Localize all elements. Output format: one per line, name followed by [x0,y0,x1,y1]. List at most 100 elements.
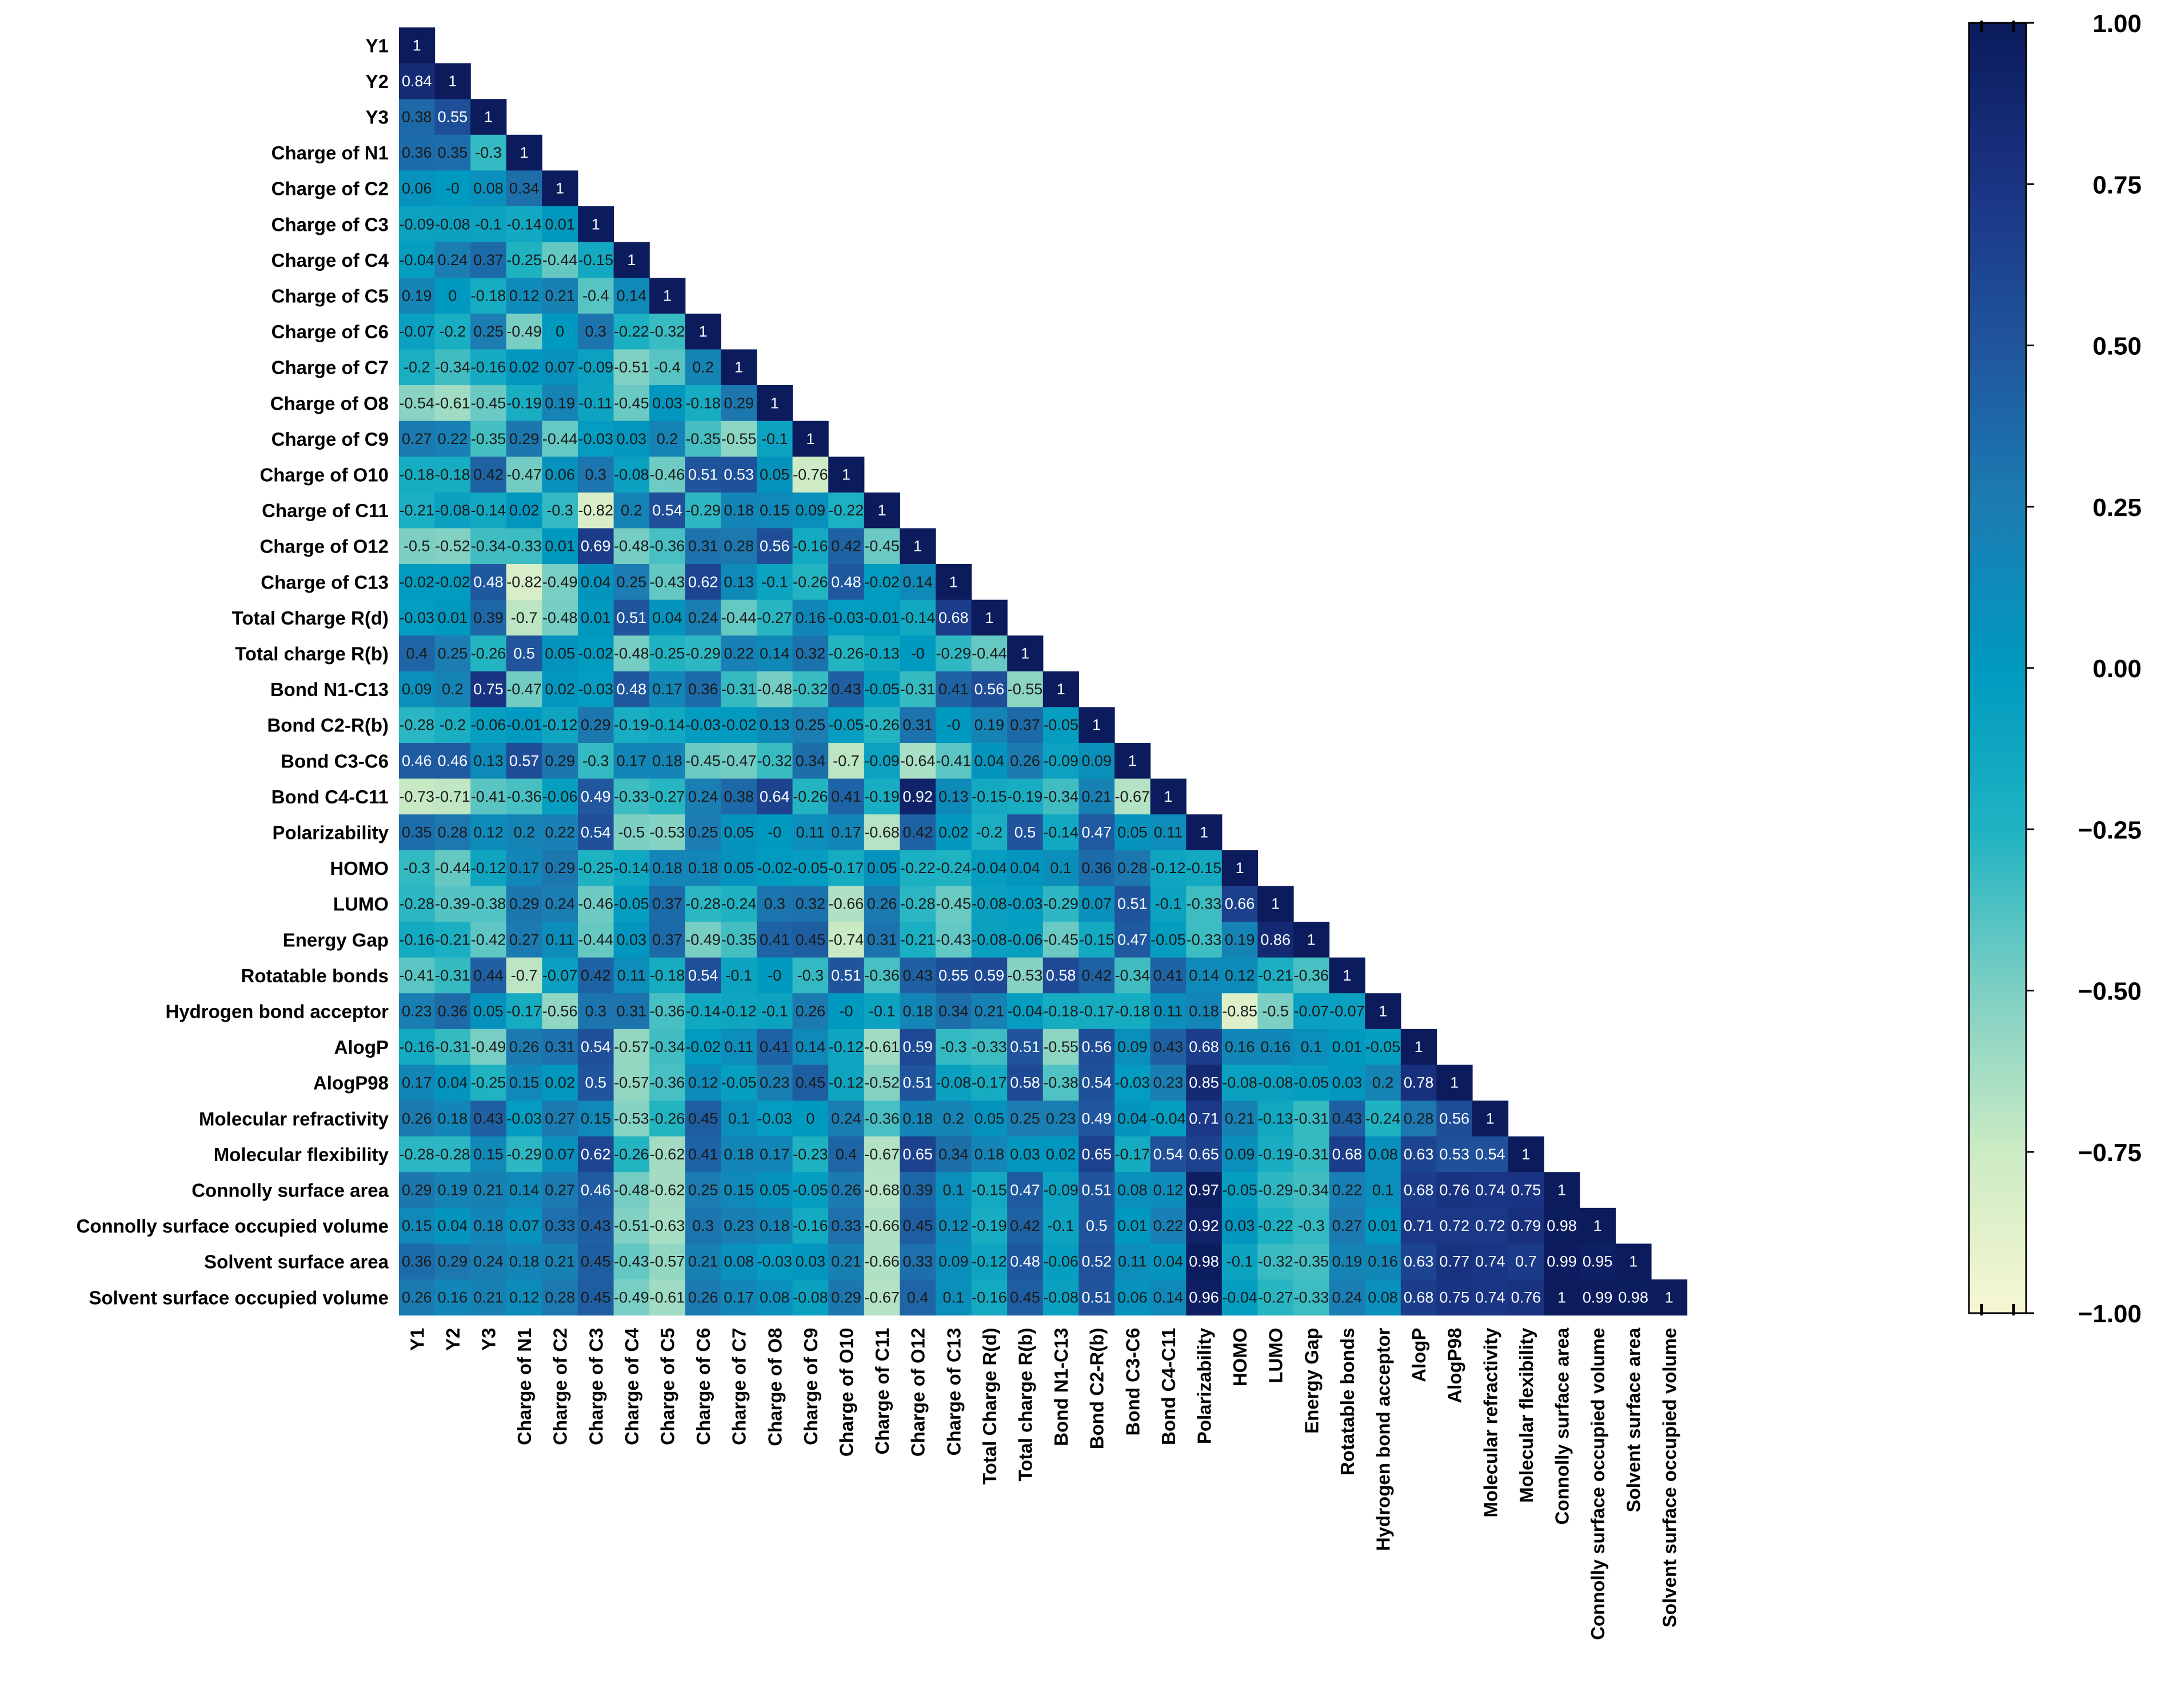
heatmap-cell-value-r16-c12: -0.03 [829,609,864,626]
heatmap-cell-value-r31-c6: -0.26 [614,1146,649,1163]
heatmap-cell-r27-c12 [828,993,865,1030]
heatmap-cell-r18-c15 [936,671,972,707]
heatmap-cell-r8-c8 [685,313,721,350]
heatmap-cell-r18-c16 [971,671,1008,707]
heatmap-cell-value-r21-c20: -0.67 [1115,788,1151,805]
heatmap-cell-r10-c6 [613,385,650,422]
heatmap-cell-r26-c13 [864,957,900,994]
heatmap-cell-value-r29-c10: 0.23 [760,1074,790,1091]
heatmap-cell-r20-c13 [864,743,900,779]
heatmap-cell-r33-c14 [900,1207,936,1244]
heatmap-cell-r4-c1 [434,170,471,207]
heatmap-cell-value-r35-c13: -0.67 [864,1289,900,1306]
heatmap-cell-value-r31-c21: 0.54 [1153,1146,1184,1163]
heatmap-cell-value-r35-c27: 0.08 [1368,1289,1398,1306]
heatmap-cell-value-r20-c16: 0.04 [974,752,1005,769]
heatmap-cell-value-r7-c5: -0.4 [582,287,609,305]
heatmap-cell-r33-c19 [1078,1207,1115,1244]
heatmap-cell-value-r29-c8: 0.12 [688,1074,718,1091]
heatmap-cell-value-r11-c6: 0.03 [617,430,647,447]
heatmap-cell-value-r11-c4: -0.44 [542,430,578,447]
heatmap-cell-r26-c22 [1186,957,1223,994]
heatmap-cell-r25-c10 [757,922,793,958]
heatmap-cell-r34-c13 [864,1243,900,1280]
heatmap-cell-r35-c8 [685,1279,721,1316]
heatmap-cell-value-r19-c7: -0.14 [650,717,685,734]
heatmap-cell-r9-c6 [613,349,650,386]
heatmap-cell-r29-c4 [542,1065,578,1101]
heatmap-cell-r7-c0 [399,278,436,314]
heatmap-cell-value-r25-c14: -0.21 [900,931,936,948]
heatmap-cell-r15-c1 [434,564,471,601]
heatmap-cell-value-r18-c4: 0.02 [545,681,575,698]
heatmap-cell-value-r25-c4: 0.11 [545,931,574,948]
heatmap-cell-value-r33-c30: 0.72 [1475,1217,1505,1234]
heatmap-cell-value-r13-c11: 0.09 [796,502,826,519]
heatmap-cell-value-r18-c15: 0.41 [938,681,969,698]
heatmap-cell-r30-c23 [1221,1101,1258,1137]
heatmap-cell-value-r24-c3: 0.29 [509,895,540,913]
heatmap-cell-value-r35-c6: -0.49 [614,1289,649,1306]
heatmap-cell-r34-c10 [757,1243,793,1280]
heatmap-cell-value-r32-c31: 0.75 [1511,1182,1541,1199]
heatmap-cell-r16-c3 [506,599,542,636]
heatmap-cell-value-r10-c9: 0.29 [724,394,754,411]
colorbar-bottom-bracket [1980,1304,2015,1315]
row-label-35: Solvent surface occupied volume [89,1287,389,1308]
heatmap-cell-r10-c3 [506,385,542,422]
heatmap-cell-r25-c1 [434,922,471,958]
heatmap-cell-r25-c25 [1293,922,1330,958]
heatmap-cell-value-r30-c14: 0.18 [902,1110,933,1127]
heatmap-cell-value-r30-c19: 0.49 [1081,1110,1112,1127]
heatmap-cell-r27-c22 [1186,993,1223,1030]
heatmap-cell-r24-c12 [828,886,865,922]
heatmap-cell-r29-c17 [1007,1065,1044,1101]
heatmap-cell-value-r29-c21: 0.23 [1153,1074,1184,1091]
heatmap-cell-value-r21-c6: -0.33 [614,788,649,805]
heatmap-cell-value-r24-c6: -0.05 [614,895,649,913]
heatmap-cell-value-r30-c15: 0.2 [943,1110,965,1127]
heatmap-cell-value-r14-c12: 0.42 [831,538,861,555]
heatmap-cell-r21-c4 [542,778,578,815]
heatmap-cell-value-r25-c17: -0.06 [1008,931,1043,948]
heatmap-cell-r19-c12 [828,707,865,743]
heatmap-cell-value-r19-c18: -0.05 [1043,717,1078,734]
heatmap-cell-r31-c11 [792,1136,829,1173]
heatmap-cell-r29-c13 [864,1065,900,1101]
heatmap-cell-r30-c15 [936,1101,972,1137]
heatmap-cell-value-r16-c15: 0.68 [938,609,969,626]
heatmap-cell-r25-c12 [828,922,865,958]
heatmap-cell-r15-c13 [864,564,900,601]
heatmap-cell-value-r20-c1: 0.46 [438,752,468,769]
heatmap-cell-r28-c2 [470,1029,507,1065]
heatmap-cell-r35-c32 [1544,1279,1580,1316]
heatmap-cell-r31-c26 [1329,1136,1365,1173]
colorbar-tick-label-8: −1.00 [2078,1300,2142,1328]
heatmap-cell-r24-c16 [971,886,1008,922]
heatmap-cell-r32-c2 [470,1172,507,1209]
column-label-19: Bond C2-R(b) [1087,1328,1108,1450]
heatmap-cell-r32-c25 [1293,1172,1330,1209]
heatmap-cell-value-r17-c13: -0.13 [864,645,900,662]
heatmap-cell-value-r25-c8: -0.49 [685,931,721,948]
heatmap-cell-value-r33-c10: 0.18 [760,1217,790,1234]
heatmap-cell-value-r33-c24: -0.22 [1258,1217,1293,1234]
heatmap-cell-r34-c14 [900,1243,936,1280]
heatmap-cell-value-r8-c0: -0.07 [400,323,435,340]
heatmap-cell-value-r15-c2: 0.48 [473,573,504,590]
heatmap-cell-r12-c6 [613,457,650,493]
heatmap-cell-value-r33-c6: -0.51 [614,1217,649,1234]
heatmap-cell-r23-c10 [757,850,793,886]
heatmap-cell-value-r25-c3: 0.27 [509,931,540,948]
heatmap-cell-value-r34-c33: 0.95 [1583,1253,1613,1270]
heatmap-cell-r26-c8 [685,957,721,994]
heatmap-cell-value-r23-c5: -0.25 [578,859,614,877]
heatmap-cell-value-r34-c12: 0.21 [831,1253,861,1270]
heatmap-cell-r10-c1 [434,385,471,422]
heatmap-cell-value-r34-c7: -0.57 [650,1253,685,1270]
heatmap-cell-r34-c18 [1042,1243,1079,1280]
row-label-33: Connolly surface occupied volume [77,1215,389,1237]
heatmap-cell-value-r26-c17: -0.53 [1008,967,1043,984]
heatmap-cell-r28-c15 [936,1029,972,1065]
